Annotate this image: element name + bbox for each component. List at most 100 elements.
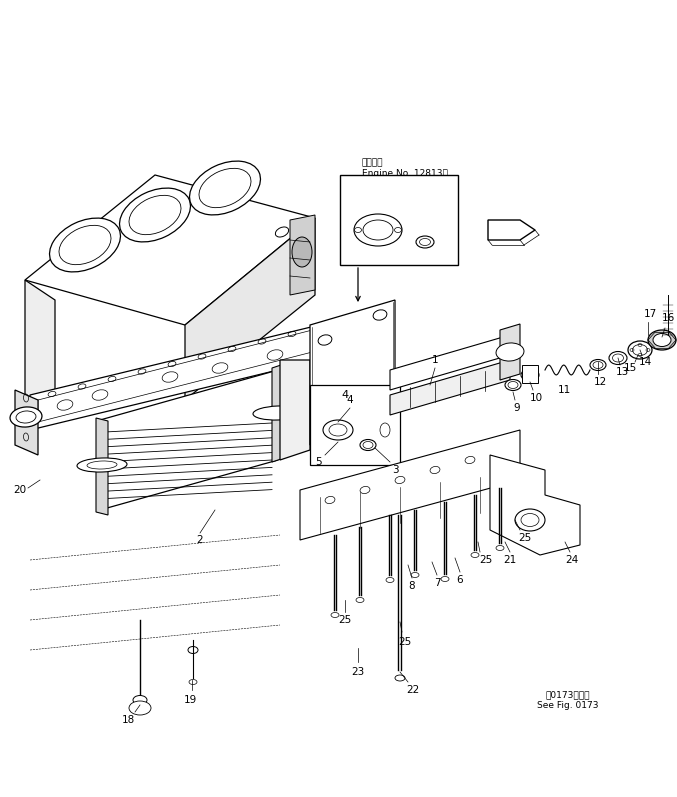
Ellipse shape <box>120 188 190 242</box>
Text: 5: 5 <box>357 205 364 215</box>
Polygon shape <box>390 360 510 415</box>
Polygon shape <box>25 175 315 325</box>
Ellipse shape <box>291 245 305 255</box>
Polygon shape <box>15 390 38 455</box>
Ellipse shape <box>521 369 539 381</box>
Text: 14: 14 <box>638 357 652 367</box>
Text: 9: 9 <box>514 403 521 413</box>
Text: 原0173図参照: 原0173図参照 <box>546 690 590 700</box>
Text: 3: 3 <box>392 465 398 475</box>
Text: 18: 18 <box>121 715 135 725</box>
Text: 3: 3 <box>435 227 441 237</box>
Text: See Fig. 0173: See Fig. 0173 <box>538 701 598 710</box>
Ellipse shape <box>87 461 117 469</box>
Text: 7: 7 <box>434 578 440 588</box>
Ellipse shape <box>49 218 121 272</box>
Text: 6: 6 <box>457 575 463 585</box>
Ellipse shape <box>515 509 545 531</box>
Ellipse shape <box>190 161 261 215</box>
Ellipse shape <box>609 351 627 364</box>
Ellipse shape <box>395 477 405 484</box>
Ellipse shape <box>323 420 353 440</box>
Polygon shape <box>185 218 315 400</box>
Text: 16: 16 <box>661 313 674 323</box>
Text: 11: 11 <box>557 385 571 395</box>
Ellipse shape <box>380 423 390 437</box>
Ellipse shape <box>420 238 431 245</box>
Polygon shape <box>25 280 55 415</box>
Ellipse shape <box>496 343 524 361</box>
Ellipse shape <box>363 442 373 449</box>
Bar <box>340 175 458 265</box>
Text: 20: 20 <box>14 485 26 495</box>
Ellipse shape <box>613 354 624 362</box>
Text: Engine No. 12813～: Engine No. 12813～ <box>362 168 448 178</box>
Text: 25: 25 <box>479 555 493 565</box>
Polygon shape <box>300 430 520 540</box>
Polygon shape <box>96 418 108 515</box>
Text: 25: 25 <box>519 533 531 543</box>
Polygon shape <box>272 364 284 462</box>
Text: 4: 4 <box>347 395 353 405</box>
Text: 25: 25 <box>398 637 412 647</box>
Ellipse shape <box>188 646 198 654</box>
Ellipse shape <box>318 425 332 435</box>
Ellipse shape <box>360 439 376 450</box>
Text: 24: 24 <box>565 555 579 565</box>
Ellipse shape <box>653 333 671 347</box>
Bar <box>522 365 538 383</box>
Ellipse shape <box>373 310 387 320</box>
Text: 17: 17 <box>643 309 657 319</box>
Text: 10: 10 <box>529 393 542 403</box>
Text: 適用号機: 適用号機 <box>362 159 383 167</box>
Ellipse shape <box>465 457 475 464</box>
Text: 19: 19 <box>183 695 196 705</box>
Text: 21: 21 <box>504 555 517 565</box>
Text: 4: 4 <box>341 390 349 400</box>
Text: 22: 22 <box>406 685 420 695</box>
Ellipse shape <box>360 486 370 493</box>
Polygon shape <box>488 220 535 240</box>
Ellipse shape <box>354 214 402 246</box>
Bar <box>310 385 400 465</box>
Ellipse shape <box>648 330 676 350</box>
Text: 12: 12 <box>593 377 607 387</box>
Text: 1: 1 <box>432 355 438 365</box>
Text: 5: 5 <box>315 457 322 467</box>
Polygon shape <box>310 300 395 445</box>
Text: FWD: FWD <box>498 226 522 234</box>
Polygon shape <box>500 324 520 380</box>
Text: 25: 25 <box>338 615 351 625</box>
Ellipse shape <box>329 424 347 436</box>
Ellipse shape <box>430 466 440 473</box>
Text: 23: 23 <box>351 667 365 677</box>
Ellipse shape <box>318 335 332 345</box>
Text: 13: 13 <box>615 367 629 377</box>
Ellipse shape <box>16 411 36 423</box>
Ellipse shape <box>363 220 393 240</box>
Text: 8: 8 <box>409 581 415 591</box>
Ellipse shape <box>521 513 539 527</box>
Ellipse shape <box>77 458 127 472</box>
Ellipse shape <box>129 701 151 715</box>
Ellipse shape <box>129 195 181 234</box>
Ellipse shape <box>416 236 434 248</box>
Polygon shape <box>280 360 310 460</box>
Ellipse shape <box>276 227 288 237</box>
Ellipse shape <box>325 497 335 504</box>
Ellipse shape <box>253 406 303 420</box>
Polygon shape <box>390 335 510 390</box>
Ellipse shape <box>593 362 603 368</box>
Ellipse shape <box>199 168 251 208</box>
Polygon shape <box>100 370 278 510</box>
Ellipse shape <box>505 379 521 391</box>
Polygon shape <box>490 455 580 555</box>
Polygon shape <box>290 215 315 295</box>
Ellipse shape <box>632 344 647 355</box>
Polygon shape <box>30 320 340 430</box>
Ellipse shape <box>292 237 312 267</box>
Text: 2: 2 <box>197 535 203 545</box>
Ellipse shape <box>373 402 387 413</box>
Text: 15: 15 <box>624 363 636 373</box>
Ellipse shape <box>133 696 147 705</box>
